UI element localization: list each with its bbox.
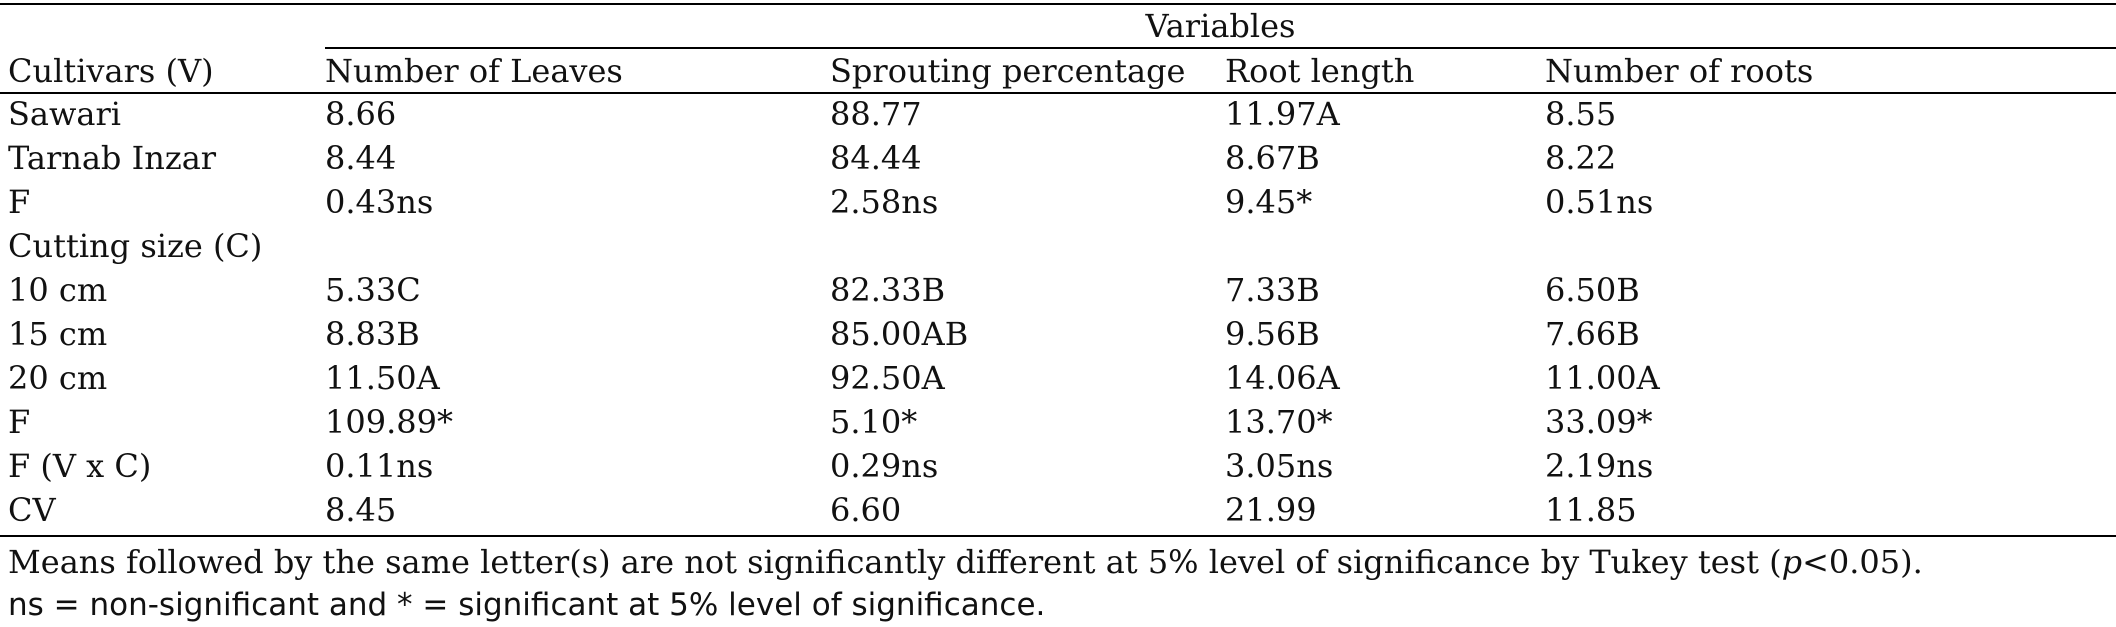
cell-sprouting: 84.44 <box>830 139 922 177</box>
cell-leaves: 11.50A <box>325 359 440 397</box>
cell-roots: 11.00A <box>1545 359 1660 397</box>
table-row: Sawari 8.66 88.77 11.97A 8.55 <box>8 92 2108 136</box>
cell-sprouting: 5.10* <box>830 403 918 441</box>
bottom-rule <box>0 535 2116 537</box>
cell-sprouting: 88.77 <box>830 95 922 133</box>
row-label: Tarnab Inzar <box>8 139 217 177</box>
header-sprouting-percentage: Sprouting percentage <box>830 52 1186 90</box>
table-row: Tarnab Inzar 8.44 84.44 8.67B 8.22 <box>8 136 2108 180</box>
cell-leaves: 0.43ns <box>325 183 434 221</box>
row-label: Cutting size (C) <box>8 227 263 265</box>
cell-roots: 0.51ns <box>1545 183 1654 221</box>
cell-leaves: 8.44 <box>325 139 397 177</box>
table-row: F 0.43ns 2.58ns 9.45* 0.51ns <box>8 180 2108 224</box>
cell-root-length: 7.33B <box>1225 271 1320 309</box>
header-number-of-roots: Number of roots <box>1545 52 1814 90</box>
cell-sprouting: 6.60 <box>830 491 902 529</box>
cell-root-length: 14.06A <box>1225 359 1340 397</box>
top-rule <box>0 3 2116 5</box>
cell-roots: 6.50B <box>1545 271 1640 309</box>
header-rule <box>0 92 2116 94</box>
header-row: Cultivars (V) Number of Leaves Sprouting… <box>8 50 2108 92</box>
cell-leaves: 8.83B <box>325 315 420 353</box>
cell-root-length: 21.99 <box>1225 491 1317 529</box>
cell-roots <box>1545 224 2108 268</box>
row-label: 15 cm <box>8 315 108 353</box>
cell-root-length: 8.67B <box>1225 139 1320 177</box>
cell-leaves: 0.11ns <box>325 447 434 485</box>
row-label: Sawari <box>8 95 121 133</box>
cell-root-length: 9.56B <box>1225 315 1320 353</box>
table-row: 10 cm 5.33C 82.33B 7.33B 6.50B <box>8 268 2108 312</box>
variables-rule <box>325 47 2116 49</box>
cell-sprouting <box>830 224 1225 268</box>
cell-sprouting: 92.50A <box>830 359 945 397</box>
header-number-of-leaves: Number of Leaves <box>325 52 623 90</box>
cell-roots: 7.66B <box>1545 315 1640 353</box>
row-label: F (V x C) <box>8 447 152 485</box>
cell-roots: 11.85 <box>1545 491 1637 529</box>
table-row: 20 cm 11.50A 92.50A 14.06A 11.00A <box>8 356 2108 400</box>
table-row: 15 cm 8.83B 85.00AB 9.56B 7.66B <box>8 312 2108 356</box>
cell-leaves: 109.89* <box>325 403 453 441</box>
cell-sprouting: 0.29ns <box>830 447 939 485</box>
cell-sprouting: 2.58ns <box>830 183 939 221</box>
cell-roots: 8.22 <box>1545 139 1617 177</box>
row-label: 20 cm <box>8 359 108 397</box>
footnote-significance-key: ns = non-significant and * = significant… <box>8 587 1046 623</box>
cell-root-length: 3.05ns <box>1225 447 1334 485</box>
row-label: CV <box>8 491 56 529</box>
header-root-length: Root length <box>1225 52 1415 90</box>
footnote-tukey: Means followed by the same letter(s) are… <box>8 540 1923 584</box>
cell-sprouting: 82.33B <box>830 271 946 309</box>
row-label: 10 cm <box>8 271 108 309</box>
cell-roots: 2.19ns <box>1545 447 1654 485</box>
cell-sprouting: 85.00AB <box>830 315 969 353</box>
cell-leaves: 8.45 <box>325 491 397 529</box>
cell-roots: 33.09* <box>1545 403 1653 441</box>
table-row: F (V x C) 0.11ns 0.29ns 3.05ns 2.19ns <box>8 444 2108 488</box>
cell-leaves: 5.33C <box>325 271 421 309</box>
cell-leaves: 8.66 <box>325 95 397 133</box>
variables-group-title: Variables <box>1145 7 1296 45</box>
cell-root-length <box>1225 224 1545 268</box>
footnote-tukey-text: Means followed by the same letter(s) are… <box>8 543 1782 581</box>
cell-root-length: 11.97A <box>1225 95 1340 133</box>
cell-root-length: 9.45* <box>1225 183 1313 221</box>
table-row: CV 8.45 6.60 21.99 11.85 <box>8 488 2108 532</box>
header-cultivars: Cultivars (V) <box>8 52 214 90</box>
table-row: Cutting size (C) <box>8 224 2108 268</box>
anova-table: Cultivars (V) Number of Leaves Sprouting… <box>8 50 2108 532</box>
cell-root-length: 13.70* <box>1225 403 1333 441</box>
footnote-p-threshold: <0.05). <box>1802 543 1923 581</box>
row-label: F <box>8 183 31 221</box>
row-label: F <box>8 403 31 441</box>
cell-leaves <box>325 224 830 268</box>
cell-roots: 8.55 <box>1545 95 1617 133</box>
footnote-p-symbol: p <box>1781 543 1803 581</box>
table-row: F 109.89* 5.10* 13.70* 33.09* <box>8 400 2108 444</box>
